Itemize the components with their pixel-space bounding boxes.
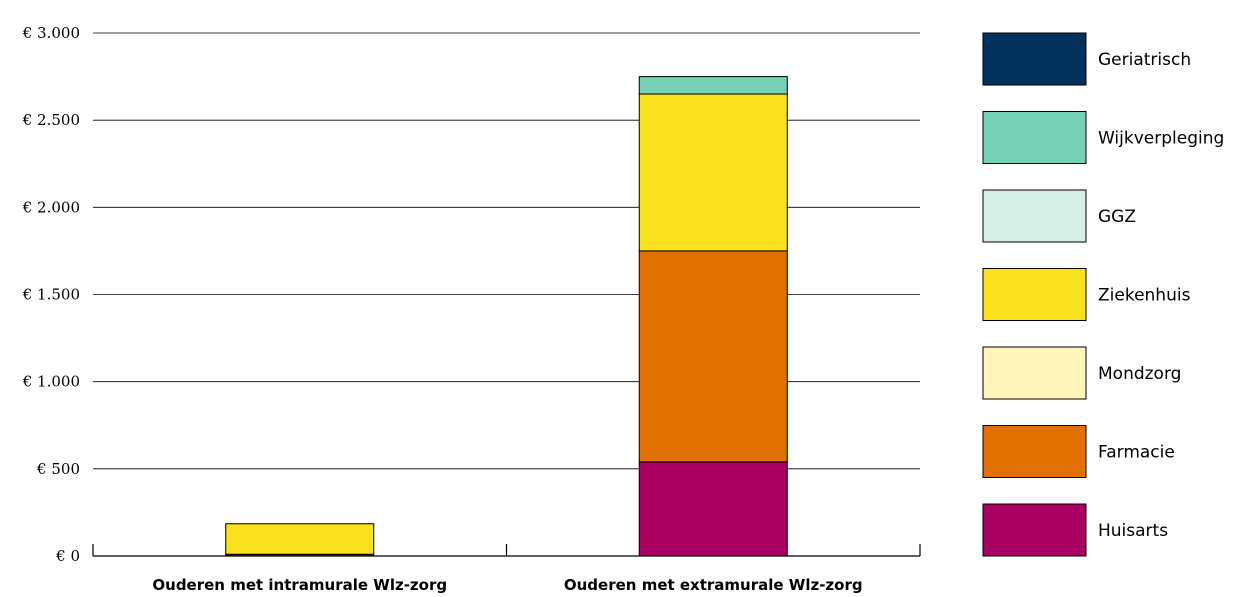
legend-swatch-geriatrisch (982, 32, 1087, 86)
legend-label: Ziekenhuis (1098, 286, 1191, 306)
legend-label: Farmacie (1098, 443, 1175, 463)
legend-swatch-huisarts (982, 503, 1087, 557)
legend-swatch-farmacie (982, 425, 1087, 478)
legend-label: Wijkverpleging (1098, 129, 1224, 149)
legend-label: Huisarts (1098, 521, 1168, 541)
legend-swatch-ziekenhuis (982, 268, 1087, 321)
y-tick-label: € 3.000 (22, 24, 80, 42)
legend-label: GGZ (1098, 207, 1136, 227)
y-axis-ticks: € 0 € 500 € 1.000 € 1.500 € 2.000 € 2.500 € 3.… (22, 24, 80, 565)
y-tick-label: € 500 (36, 460, 80, 478)
legend-swatch-wijkverpleging (982, 111, 1087, 164)
bar-segment-huisarts (638, 461, 788, 557)
y-tick-label: € 1.000 (22, 373, 80, 391)
bars (225, 76, 788, 557)
y-tick-label: € 1.500 (22, 286, 80, 304)
legend-label: Mondzorg (1098, 364, 1181, 384)
legend: Geriatrisch Wijkverpleging GGZ Ziekenhuis Mo… (982, 32, 1224, 557)
x-category-label: Ouderen met intramurale Wlz-zorg (152, 576, 447, 594)
bar-segment-farmacie (638, 250, 788, 463)
y-tick-label: € 2.000 (22, 198, 80, 216)
bar-segment-wijkverpleging (638, 76, 788, 95)
y-tick-label: € 2.500 (22, 111, 80, 129)
legend-label: Geriatrisch (1098, 50, 1191, 70)
y-tick-label: € 0 (55, 547, 80, 565)
x-category-label: Ouderen met extramurale Wlz-zorg (564, 576, 863, 594)
bar-segment-ziekenhuis (225, 523, 375, 555)
bar-segment-ziekenhuis (638, 93, 788, 252)
x-axis-labels: Ouderen met intramurale Wlz-zorg Ouderen … (152, 576, 862, 594)
legend-swatch-ggz (982, 189, 1087, 243)
legend-swatch-mondzorg (982, 346, 1087, 400)
x-axis (92, 544, 921, 557)
gridlines (93, 32, 920, 470)
